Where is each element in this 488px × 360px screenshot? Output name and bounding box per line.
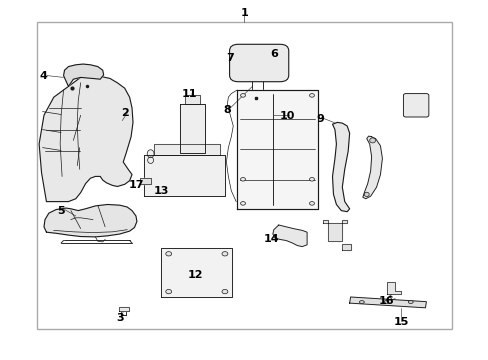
Ellipse shape [383, 301, 388, 303]
Ellipse shape [369, 138, 375, 143]
Ellipse shape [165, 252, 171, 256]
FancyBboxPatch shape [229, 44, 288, 82]
Ellipse shape [240, 94, 245, 97]
Text: 2: 2 [121, 108, 128, 118]
Polygon shape [44, 204, 137, 237]
Polygon shape [180, 104, 205, 153]
Ellipse shape [407, 301, 412, 303]
Ellipse shape [359, 301, 364, 303]
Ellipse shape [309, 177, 314, 181]
Text: 14: 14 [263, 234, 279, 244]
Polygon shape [119, 307, 129, 311]
Text: 17: 17 [129, 180, 144, 190]
Ellipse shape [147, 150, 154, 158]
Ellipse shape [222, 252, 227, 256]
Text: 3: 3 [116, 312, 123, 323]
Ellipse shape [165, 289, 171, 294]
Text: 8: 8 [223, 105, 231, 115]
Ellipse shape [309, 94, 314, 97]
Polygon shape [349, 297, 426, 308]
Text: 16: 16 [378, 296, 393, 306]
Text: 11: 11 [182, 89, 197, 99]
Polygon shape [154, 144, 220, 155]
Text: 10: 10 [279, 111, 295, 121]
Polygon shape [322, 220, 346, 241]
Polygon shape [386, 282, 400, 294]
Ellipse shape [222, 289, 227, 294]
Polygon shape [362, 136, 382, 199]
Text: 15: 15 [392, 317, 408, 327]
Polygon shape [140, 178, 151, 184]
Polygon shape [272, 225, 306, 247]
FancyBboxPatch shape [403, 94, 428, 117]
Polygon shape [237, 90, 317, 209]
Ellipse shape [309, 202, 314, 205]
Polygon shape [144, 155, 224, 196]
Text: 7: 7 [225, 53, 233, 63]
Ellipse shape [364, 192, 368, 197]
Polygon shape [63, 64, 103, 86]
Ellipse shape [240, 177, 245, 181]
Text: 12: 12 [187, 270, 203, 280]
Text: 5: 5 [57, 206, 65, 216]
Text: 9: 9 [316, 114, 324, 124]
Bar [37, 22, 451, 329]
Polygon shape [161, 248, 232, 297]
Ellipse shape [240, 202, 245, 205]
Text: 13: 13 [153, 186, 169, 196]
Polygon shape [39, 76, 133, 202]
Text: 6: 6 [269, 49, 277, 59]
Polygon shape [342, 244, 350, 250]
Text: 4: 4 [39, 71, 47, 81]
Text: 1: 1 [240, 8, 248, 18]
Polygon shape [184, 95, 199, 104]
Polygon shape [332, 122, 349, 212]
